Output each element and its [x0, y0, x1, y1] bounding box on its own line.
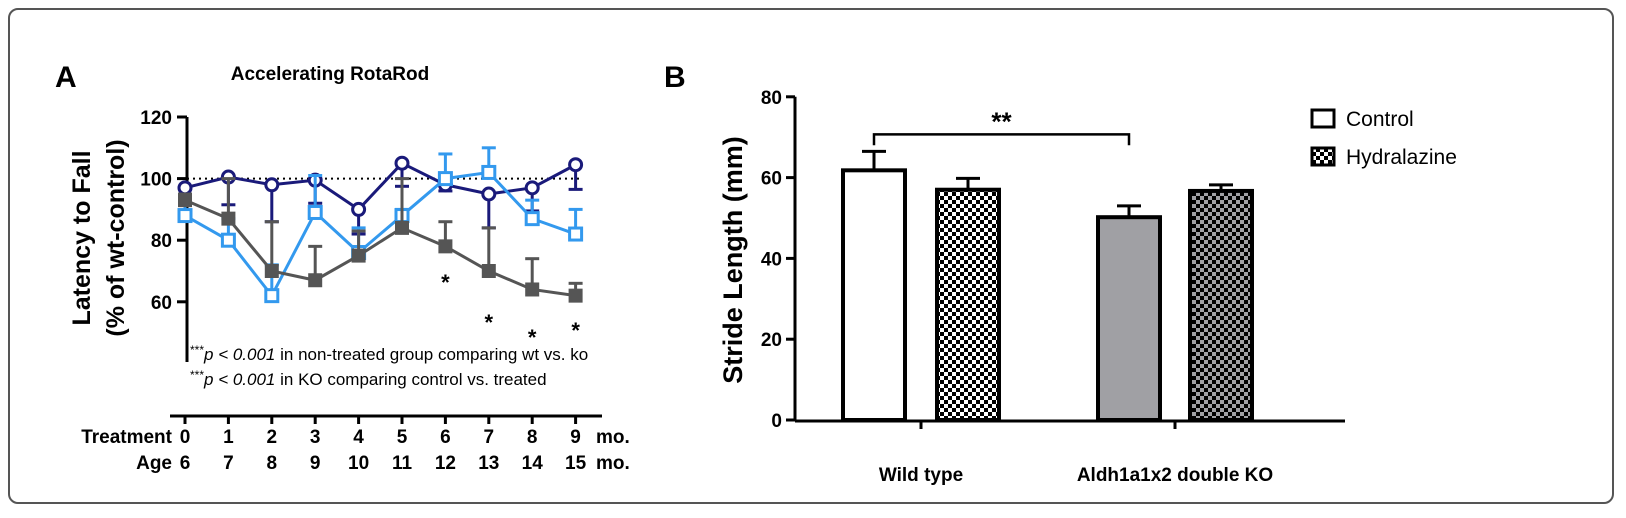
data-point	[221, 211, 236, 226]
x-tick-label: 3	[310, 427, 321, 448]
data-point	[437, 171, 453, 187]
data-point	[438, 239, 453, 254]
x-tick-label: 0	[180, 427, 191, 448]
x-tick-label: 7	[484, 427, 495, 448]
series-0	[177, 155, 584, 236]
x-tick-label: 10	[348, 453, 369, 474]
figure-frame	[8, 8, 1614, 504]
significance-star: *	[485, 310, 494, 335]
x-tick-label: 5	[397, 427, 408, 448]
footnote: ***p < 0.001 in KO comparing control vs.…	[190, 368, 547, 389]
legend-label: Control	[1346, 108, 1414, 131]
x-tick-label: 14	[522, 453, 544, 474]
bar-control	[841, 168, 907, 422]
bar-hydralazine	[1188, 188, 1254, 422]
data-point	[394, 155, 410, 171]
series-1	[177, 146, 584, 304]
x-unit: mo.	[596, 427, 630, 448]
x-tick-label: 12	[435, 453, 456, 474]
category-label: Aldh1a1x2 double KO	[1077, 465, 1273, 486]
data-point	[524, 211, 540, 227]
y-tick-label: 20	[761, 330, 782, 351]
panel-a-label: A	[55, 61, 77, 94]
x-tick-label: 13	[478, 453, 499, 474]
x-tick-label: 8	[267, 453, 278, 474]
footnote-stars: ***	[190, 343, 204, 357]
data-point	[481, 264, 496, 278]
panel-a-title: Accelerating RotaRod	[231, 64, 429, 85]
series-line	[184, 198, 576, 298]
data-point	[481, 164, 497, 180]
x-tick-label: 6	[440, 427, 451, 448]
data-point	[264, 177, 280, 193]
y-tick-label: 40	[761, 249, 782, 270]
x-unit: mo.	[596, 453, 630, 474]
x-tick-label: 4	[353, 427, 364, 448]
significance-star: *	[441, 270, 450, 295]
significance-star: *	[571, 318, 580, 343]
category-label: Wild type	[879, 465, 963, 486]
significance-bracket	[872, 133, 1131, 146]
x-tick-label: 1	[223, 427, 234, 448]
data-point	[481, 186, 497, 202]
data-point	[525, 282, 540, 297]
footnote-text: in non-treated group comparing wt vs. ko	[275, 345, 588, 364]
legend-label: Hydralazine	[1346, 146, 1457, 169]
bar-control	[1096, 215, 1162, 422]
x-tick-label: 8	[527, 427, 538, 448]
data-point	[568, 157, 584, 173]
footnote-p: p < 0.001	[203, 345, 275, 364]
data-point	[177, 208, 193, 224]
data-point	[307, 204, 323, 220]
footnote-text: in KO comparing control vs. treated	[275, 370, 546, 389]
y-tick-label: 100	[140, 170, 172, 191]
footnote-p: p < 0.001	[203, 370, 275, 389]
data-point	[220, 232, 236, 248]
panel-a-ylabel2: (% of wt-control)	[102, 139, 130, 336]
x-tick-label: 15	[565, 453, 587, 474]
significance-star: *	[528, 325, 537, 350]
data-point	[264, 288, 280, 304]
x-tick-label: 9	[310, 453, 321, 474]
footnote-stars: ***	[190, 368, 204, 382]
panel-a-ylabel: Latency to Fall	[68, 150, 96, 325]
x-tick-label: 7	[223, 453, 234, 474]
data-point	[395, 220, 409, 235]
data-point	[351, 201, 367, 217]
legend-swatch	[1310, 108, 1336, 129]
footnote: ***p < 0.001 in non-treated group compar…	[190, 343, 588, 364]
series-2	[178, 177, 583, 303]
x-tick-label: 9	[570, 427, 581, 448]
x-tick-label: 2	[267, 427, 278, 448]
data-point	[308, 273, 323, 288]
x-tick-label: 6	[180, 453, 191, 474]
y-tick-label: 0	[771, 411, 782, 432]
data-point	[351, 248, 366, 263]
series-line	[184, 170, 577, 299]
panel-b-ylabel: Stride Length (mm)	[718, 136, 748, 384]
y-tick-label: 60	[761, 169, 782, 190]
data-point	[568, 226, 584, 242]
data-point	[264, 264, 279, 278]
x-tick-label: 11	[392, 453, 413, 474]
y-tick-label: 80	[151, 231, 172, 252]
panel-b-label: B	[664, 61, 686, 94]
y-tick-label: 60	[151, 293, 172, 314]
significance-label: **	[991, 106, 1012, 136]
bar-hydralazine	[935, 187, 1001, 422]
data-point	[177, 180, 193, 196]
y-tick-label: 80	[761, 88, 782, 109]
series-line	[184, 161, 577, 212]
data-point	[568, 288, 583, 303]
legend-swatch	[1310, 146, 1336, 167]
x-row-label: Age	[136, 453, 172, 474]
y-tick-label: 120	[140, 108, 172, 129]
data-point	[524, 180, 540, 196]
data-point	[178, 193, 192, 208]
x-row-label: Treatment	[81, 427, 172, 448]
